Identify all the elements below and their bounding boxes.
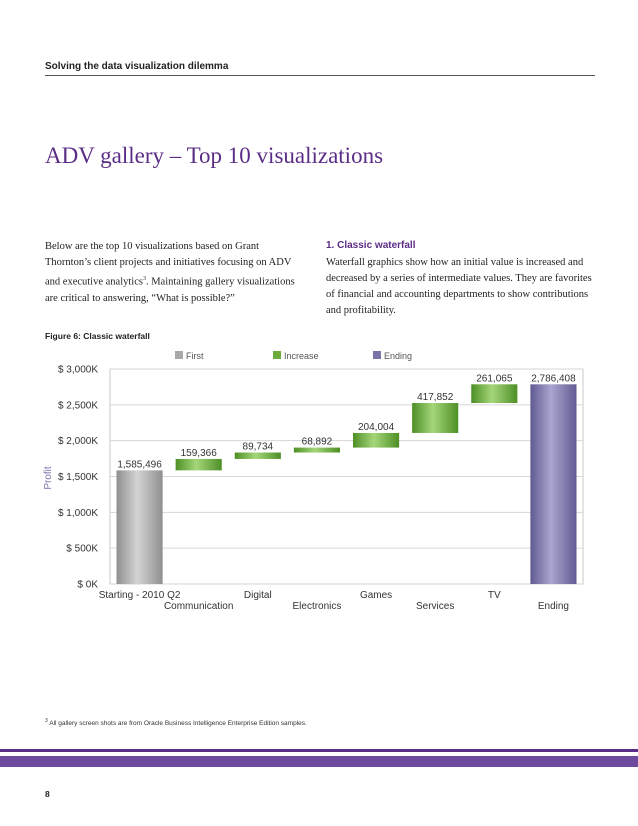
y-tick-label: $ 2,000K: [58, 436, 98, 447]
intro-footnote-ref: 3: [142, 276, 146, 282]
intro-text: Below are the top 10 visualizations base…: [45, 241, 292, 288]
x-category-label: Games: [360, 590, 392, 601]
bar-increase: [234, 452, 281, 459]
footnote-text: All gallery screen shots are from Oracle…: [47, 720, 307, 728]
y-tick-label: $ 1,500K: [58, 472, 98, 483]
data-label: 89,734: [243, 442, 274, 453]
y-axis-title: Profit: [43, 466, 54, 490]
x-category-label: Electronics: [292, 601, 341, 612]
bar-increase: [353, 432, 400, 448]
section-heading: 1. Classic waterfall: [326, 240, 416, 251]
legend-swatch: [373, 351, 381, 359]
running-header: Solving the data visualization dilemma: [45, 61, 229, 72]
page-number: 8: [45, 789, 50, 799]
bar-increase: [175, 458, 222, 471]
legend-label: Increase: [284, 351, 319, 361]
footnote-marker: 3: [45, 718, 48, 724]
footer-band-gap: [0, 752, 638, 756]
footer-band: [0, 756, 638, 767]
y-tick-label: $ 3,000K: [58, 365, 98, 376]
bar-increase: [293, 447, 340, 453]
x-category-label: Services: [416, 601, 454, 612]
data-label: 204,004: [358, 422, 395, 433]
waterfall-chart: First Increase Ending $ 3,000K $ 2,500K $ 2,…: [43, 351, 584, 612]
x-category-label: Digital: [244, 590, 272, 601]
y-tick-label: $ 2,500K: [58, 400, 98, 411]
bar-increase: [471, 384, 518, 404]
data-label: 159,366: [181, 448, 218, 459]
data-label: 2,786,408: [531, 373, 576, 384]
x-category-label: Communication: [164, 601, 233, 612]
y-tick-label: $ 500K: [66, 544, 98, 555]
bar-ending: [530, 384, 577, 584]
legend-swatch: [273, 351, 281, 359]
x-category-label: TV: [488, 590, 501, 601]
intro-text-end: . Maintaining gallery visualizations are…: [45, 276, 295, 304]
y-tick-label: $ 1,000K: [58, 508, 98, 519]
bar-increase: [412, 403, 459, 433]
section-body: Waterfall graphics show how an initial v…: [326, 257, 592, 316]
footnote: 3 All gallery screen shots are from Orac…: [45, 718, 307, 727]
legend-label: Ending: [384, 351, 412, 361]
intro-paragraph: Below are the top 10 visualizations base…: [45, 239, 307, 307]
data-label: 68,892: [302, 437, 333, 448]
data-label: 261,065: [476, 373, 513, 384]
bar-first: [116, 470, 163, 584]
legend-swatch: [175, 351, 183, 359]
page-title: ADV gallery – Top 10 visualizations: [45, 143, 384, 168]
y-tick-label: $ 0K: [77, 580, 98, 591]
legend-label: First: [186, 351, 204, 361]
footer-band-thin: [0, 749, 638, 752]
data-label: 1,585,496: [117, 459, 162, 470]
x-category-label: Ending: [538, 601, 569, 612]
x-category-label: Starting - 2010 Q2: [99, 590, 181, 601]
figure-caption: Figure 6: Classic waterfall: [45, 331, 150, 341]
data-label: 417,852: [417, 392, 454, 403]
header-divider: [45, 75, 595, 76]
